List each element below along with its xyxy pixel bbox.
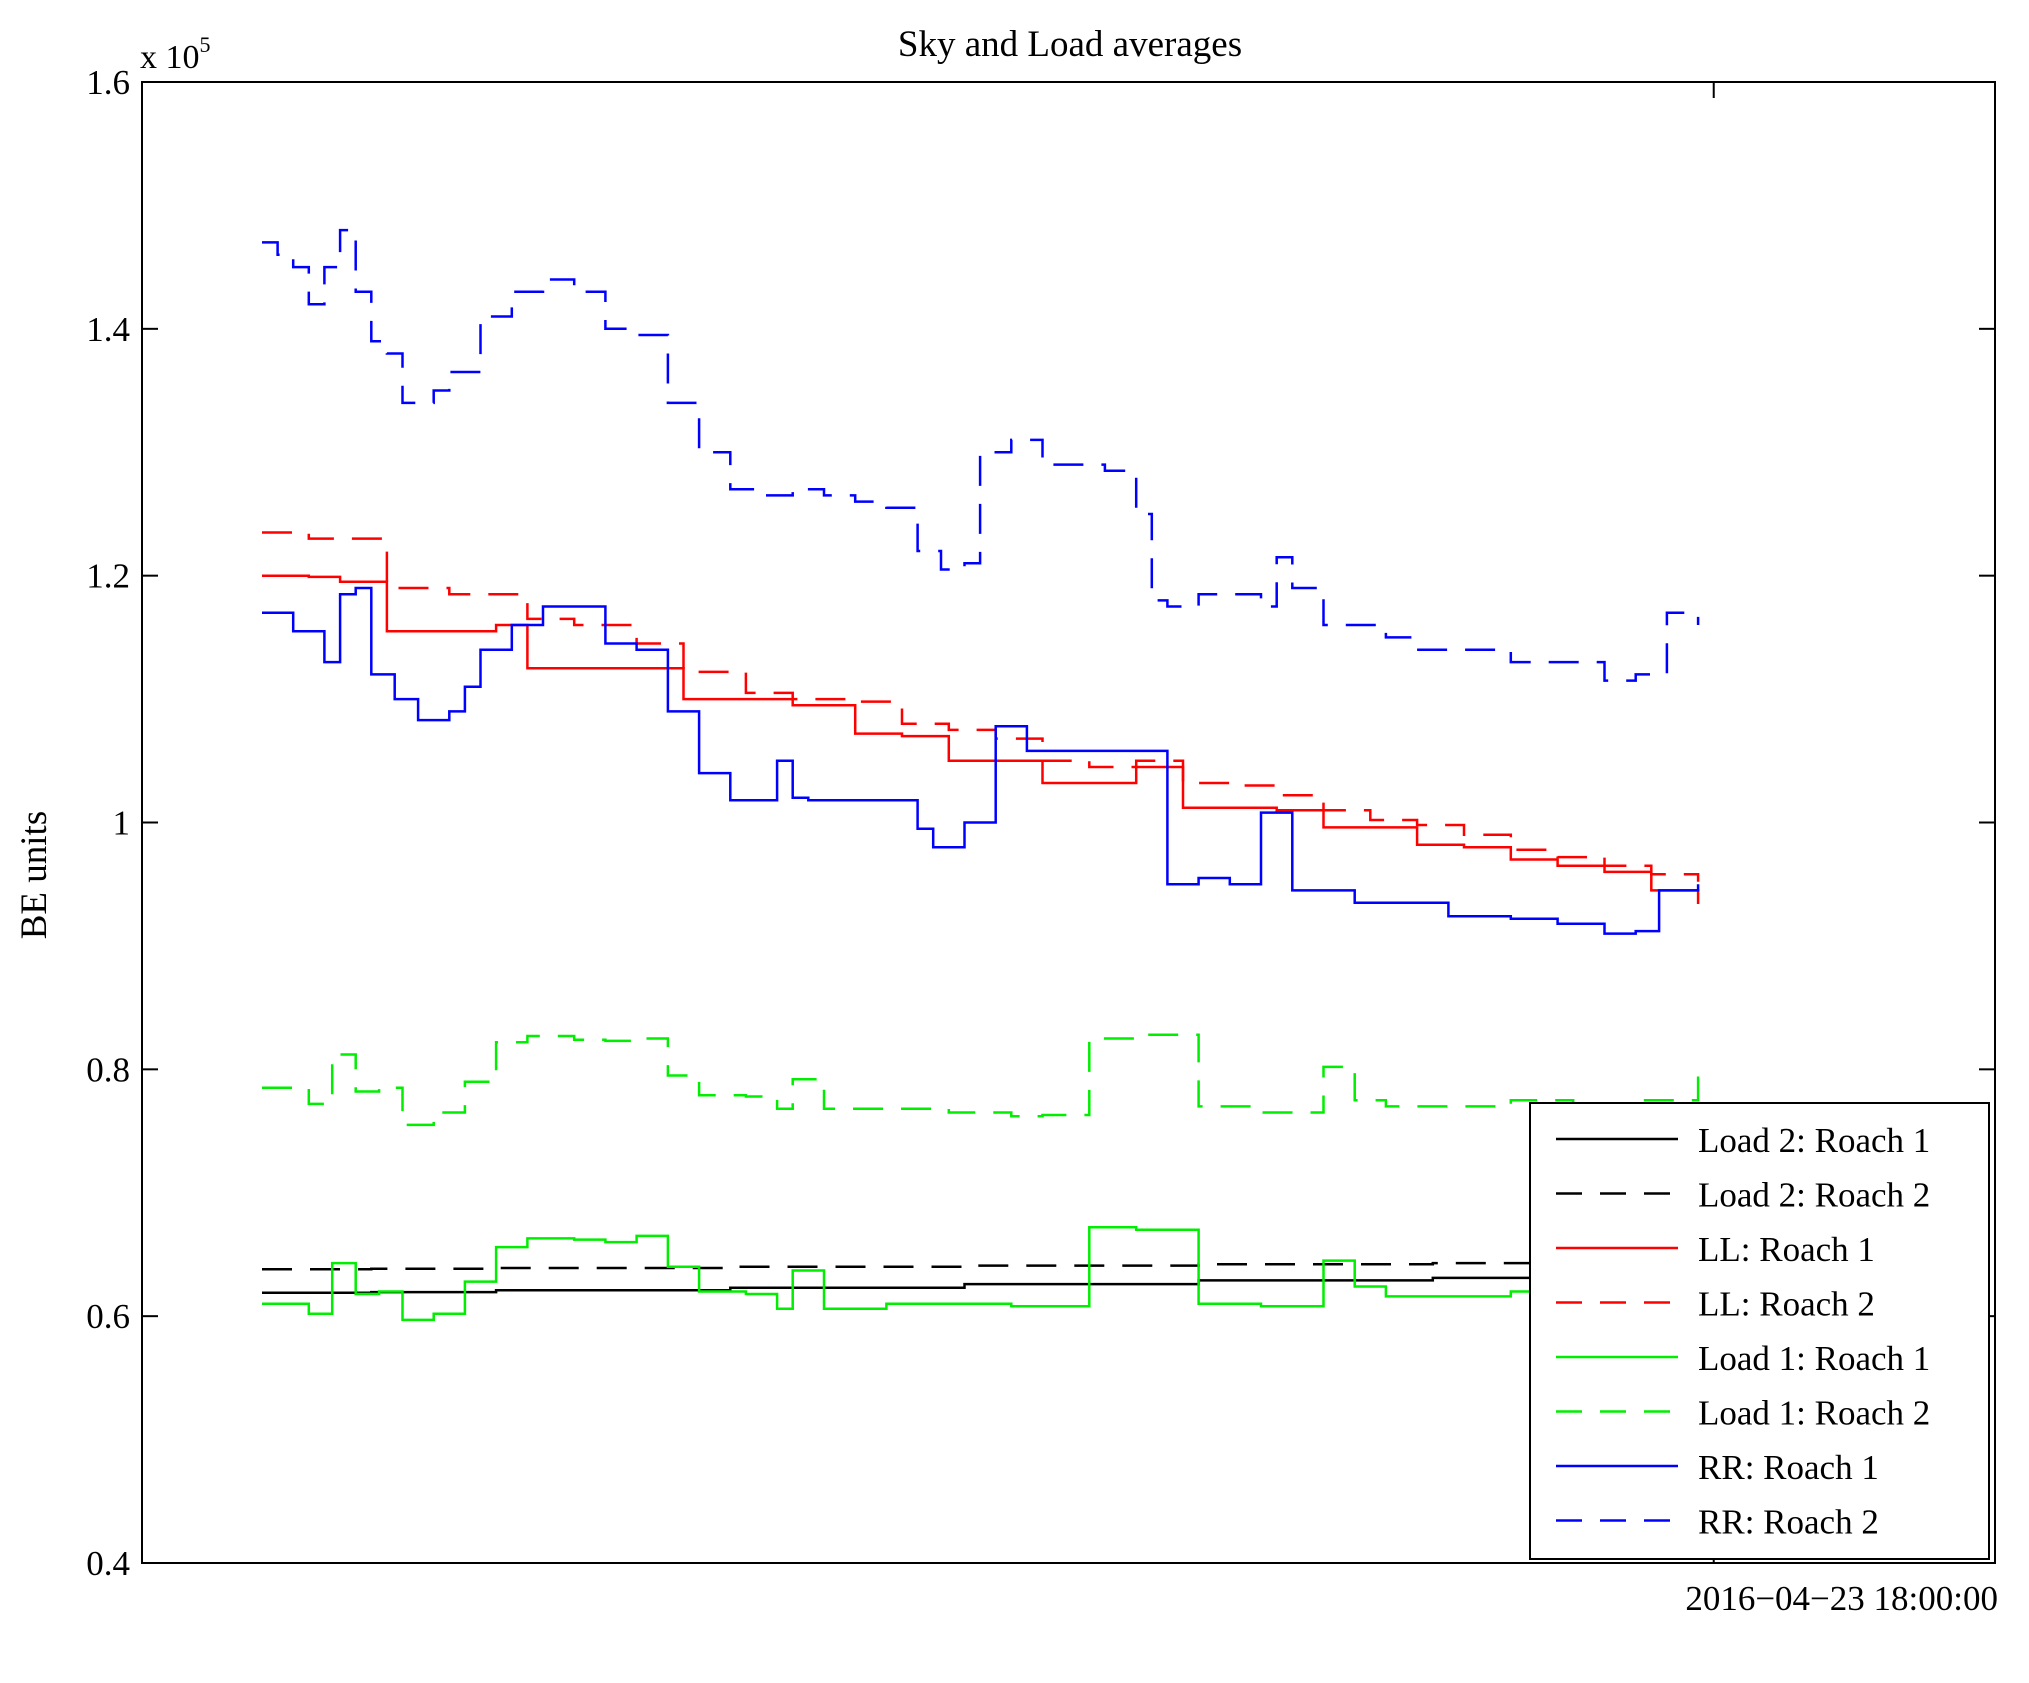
y-tick-label-4: 1.2	[86, 557, 130, 596]
y-tick-label-0: 0.4	[86, 1544, 130, 1583]
series-line-6	[262, 586, 1700, 935]
series-line-4	[262, 1226, 1699, 1322]
legend-label-1: Load 2: Roach 2	[1698, 1176, 1930, 1215]
y-tick-label-3: 1	[113, 804, 131, 843]
series-line-7	[262, 228, 1700, 682]
legend-label-5: Load 1: Roach 2	[1698, 1394, 1930, 1433]
legend-label-0: Load 2: Roach 1	[1698, 1121, 1930, 1160]
chart-title: Sky and Load averages	[898, 24, 1242, 65]
y-tick-label-2: 0.8	[86, 1050, 130, 1089]
y-tick-label-6: 1.6	[86, 63, 130, 102]
legend-label-4: Load 1: Roach 1	[1698, 1339, 1930, 1378]
series-line-0	[262, 1276, 1700, 1294]
y-exponent-base: x 10	[140, 39, 200, 76]
legend-box	[1529, 1102, 1990, 1560]
series-line-1	[262, 1261, 1700, 1271]
y-axis-label: BE units	[14, 811, 55, 940]
y-exponent-label: x 105	[140, 32, 211, 76]
plot-layer	[262, 228, 1700, 1322]
y-exponent-power: 5	[200, 32, 211, 57]
legend-label-3: LL: Roach 2	[1698, 1285, 1875, 1324]
legend-label-6: RR: Roach 1	[1698, 1448, 1879, 1487]
axes-layer: 0.4 0.6 0.8 1 1.2 1.4 1.6 2016−04−23 18:00:00	[86, 63, 1998, 1618]
y-tick-label-1: 0.6	[86, 1297, 130, 1336]
legend-label-7: RR: Roach 2	[1698, 1503, 1879, 1542]
series-line-5	[262, 1033, 1700, 1127]
legend: Load 2: Roach 1 Load 2: Roach 2 LL: Roach …	[1529, 1102, 1990, 1560]
series-line-3	[262, 531, 1700, 882]
y-tick-label-5: 1.4	[86, 310, 130, 349]
legend-label-2: LL: Roach 1	[1698, 1230, 1875, 1269]
x-tick-label-0: 2016−04−23 18:00:00	[1685, 1579, 1998, 1618]
